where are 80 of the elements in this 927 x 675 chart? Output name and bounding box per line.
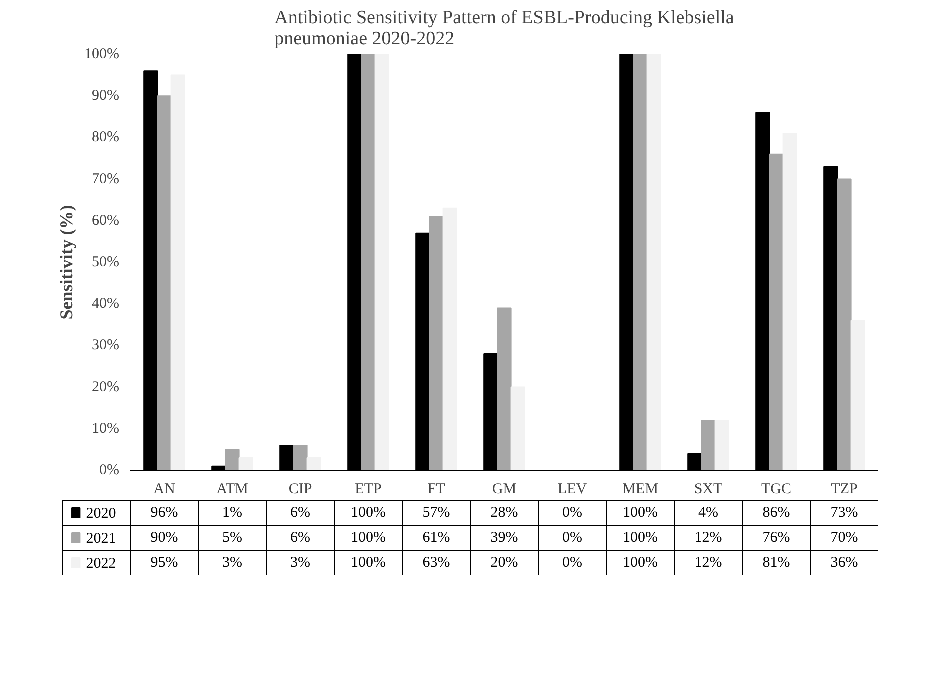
data-label: 3%	[222, 555, 242, 571]
x-tick-label: CIP	[288, 482, 312, 498]
x-tick-label: ATM	[216, 482, 248, 498]
data-label: 28%	[490, 505, 518, 521]
bar	[701, 420, 716, 470]
y-axis-title: Sensitivity (%)	[56, 205, 77, 320]
y-tick-label: 30%	[92, 338, 120, 354]
bar	[374, 54, 390, 470]
data-label: 100%	[351, 530, 386, 546]
x-tick-label: LEV	[558, 482, 588, 498]
data-label: 100%	[623, 505, 658, 521]
legend-label: 2021	[86, 531, 116, 547]
data-label: 12%	[694, 555, 722, 571]
data-label: 63%	[422, 555, 450, 571]
bar	[442, 208, 458, 470]
data-label: 0%	[562, 555, 582, 571]
bar	[510, 386, 526, 470]
chart-title: Antibiotic Sensitivity Pattern of ESBL-Producing Klebsiella pneumoniae 2020-2022	[274, 8, 735, 50]
bar	[361, 54, 376, 470]
y-tick-label: 70%	[92, 171, 120, 188]
data-label: 100%	[623, 530, 658, 546]
bar	[714, 420, 730, 470]
bar	[497, 308, 512, 470]
data-label: 39%	[490, 530, 518, 546]
bar	[429, 216, 444, 470]
data-label: 12%	[694, 530, 722, 546]
y-tick-label: 0%	[100, 462, 120, 478]
bar	[306, 458, 322, 470]
legend-label: 2020	[86, 506, 116, 522]
x-tick-label: AN	[154, 482, 176, 498]
data-label: 86%	[762, 505, 790, 521]
data-label: 61%	[422, 530, 450, 546]
x-tick-label: TZP	[831, 482, 858, 498]
bar	[238, 458, 254, 470]
data-label: 100%	[351, 555, 386, 571]
y-tick-label: 60%	[92, 212, 120, 229]
bar	[293, 445, 308, 470]
bar	[837, 178, 852, 470]
data-label: 3%	[290, 555, 310, 571]
y-tick-label: 80%	[92, 130, 120, 146]
data-label: 0%	[562, 505, 582, 521]
bar	[225, 449, 240, 470]
data-label: 95%	[150, 555, 178, 571]
bar	[646, 54, 662, 470]
x-tick-label: TGC	[762, 482, 792, 498]
data-label: 81%	[762, 555, 790, 571]
data-label: 6%	[290, 505, 310, 521]
y-tick-label: 40%	[92, 296, 120, 312]
data-label: 1%	[222, 505, 242, 521]
data-label: 70%	[830, 530, 858, 546]
data-label: 5%	[222, 530, 242, 546]
data-label: 76%	[762, 530, 790, 546]
data-label: 73%	[830, 505, 858, 521]
y-tick-label: 10%	[92, 420, 120, 437]
data-label: 100%	[623, 555, 658, 571]
bar	[157, 96, 172, 470]
data-label: 96%	[150, 505, 178, 521]
bar	[850, 320, 866, 470]
data-label: 6%	[290, 530, 310, 546]
bar	[782, 133, 798, 470]
data-label: 0%	[562, 530, 582, 546]
y-tick-label: 100%	[84, 46, 120, 62]
x-tick-label: MEM	[622, 482, 658, 498]
y-tick-label: 90%	[92, 88, 120, 104]
x-tick-label: FT	[428, 482, 446, 498]
y-tick-label: 50%	[92, 254, 120, 270]
data-label: 20%	[490, 555, 518, 571]
data-label: 100%	[351, 505, 386, 521]
data-label: 57%	[422, 505, 450, 521]
data-label: 36%	[830, 555, 858, 571]
data-label: 4%	[698, 505, 718, 521]
x-tick-label: ETP	[355, 482, 382, 498]
bar	[170, 74, 186, 470]
y-tick-label: 20%	[92, 379, 120, 396]
bar	[769, 154, 784, 470]
legend-label: 2022	[86, 556, 116, 572]
data-label: 90%	[150, 530, 178, 546]
bar	[633, 54, 648, 470]
x-tick-label: GM	[492, 482, 517, 498]
x-tick-label: SXT	[694, 482, 723, 498]
